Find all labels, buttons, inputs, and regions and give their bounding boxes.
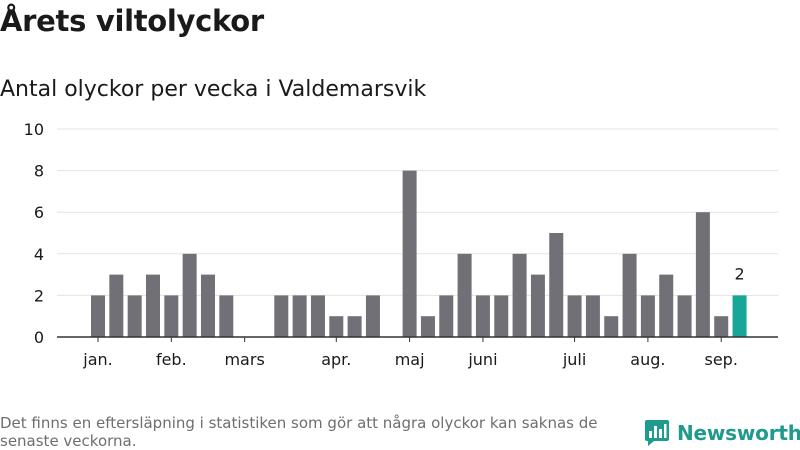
bar — [695, 212, 710, 337]
bar — [549, 233, 564, 337]
y-axis-ticks: 0 2 4 6 8 10 — [24, 120, 44, 347]
bar — [109, 274, 124, 337]
month-label: feb. — [156, 350, 187, 369]
bar — [439, 295, 454, 337]
bar — [274, 295, 289, 337]
bar — [365, 295, 380, 337]
bar — [494, 295, 509, 337]
y-tick-label: 6 — [34, 203, 44, 222]
bar — [347, 316, 362, 337]
y-tick-label: 4 — [34, 245, 44, 264]
newsworthy-logo: Newsworthy — [644, 419, 800, 447]
bar — [659, 274, 674, 337]
month-label: juli — [562, 350, 586, 369]
month-label: sep. — [705, 350, 738, 369]
bar — [714, 316, 729, 337]
chart-title: Årets viltolyckor — [0, 4, 264, 38]
x-axis-month-labels: jan. feb. mars apr. maj juni juli aug. sep. — [82, 337, 738, 369]
bar — [219, 295, 234, 337]
chart-subtitle: Antal olyckor per vecka i Valdemarsvik — [0, 77, 427, 102]
bar — [91, 295, 105, 337]
month-label: jan. — [82, 350, 112, 369]
bar — [145, 274, 160, 337]
month-label: mars — [224, 350, 264, 369]
month-label: apr. — [321, 350, 351, 369]
bar — [200, 274, 215, 337]
y-tick-label: 2 — [34, 286, 44, 305]
bar-highlight — [732, 295, 747, 337]
bar-chart-icon — [645, 420, 669, 446]
bar — [310, 295, 325, 337]
bar — [292, 295, 307, 337]
bar — [622, 253, 637, 337]
y-tick-label: 8 — [34, 162, 44, 181]
bar-chart: 0 2 4 6 8 10 jan. feb. mars apr. maj juni juli aug. s… — [24, 120, 778, 369]
bar — [182, 253, 197, 337]
brand-name: Newsworthy — [677, 421, 800, 445]
bar — [530, 274, 545, 337]
bar — [512, 253, 527, 337]
bar — [402, 170, 417, 337]
bar — [475, 295, 490, 337]
bar — [567, 295, 582, 337]
y-tick-label: 10 — [24, 120, 44, 139]
gridlines — [57, 128, 778, 296]
bar — [420, 316, 435, 337]
bar — [164, 295, 179, 337]
month-label: aug. — [630, 350, 665, 369]
bars — [91, 170, 747, 337]
bar — [585, 295, 600, 337]
footnote: Det finns en eftersläpning i statistiken… — [0, 414, 598, 450]
bar — [329, 316, 344, 337]
bar — [604, 316, 619, 337]
highlight-value-label: 2 — [734, 264, 744, 283]
bar — [640, 295, 655, 337]
bar — [127, 295, 142, 337]
month-label: maj — [395, 350, 425, 369]
month-label: juni — [467, 350, 497, 369]
bar — [457, 253, 472, 337]
bar — [677, 295, 692, 337]
y-tick-label: 0 — [34, 328, 44, 347]
